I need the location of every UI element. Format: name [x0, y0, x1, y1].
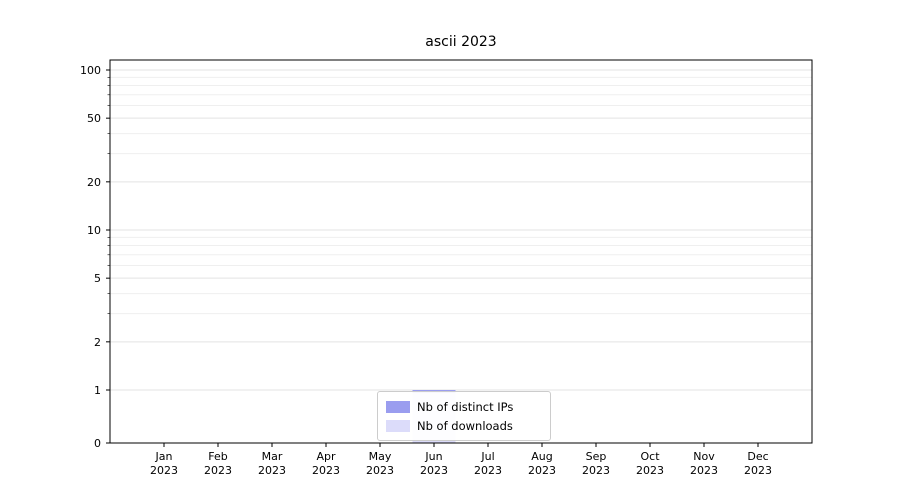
legend-swatch-downloads-icon — [386, 419, 410, 432]
svg-text:2023: 2023 — [258, 464, 286, 477]
svg-text:2023: 2023 — [690, 464, 718, 477]
chart-title: ascii 2023 — [425, 34, 497, 50]
legend: Nb of distinct IPs Nb of downloads — [377, 391, 551, 441]
svg-text:2023: 2023 — [312, 464, 340, 477]
legend-item-distinct-ips: Nb of distinct IPs — [386, 397, 542, 416]
svg-text:Jul: Jul — [480, 450, 494, 463]
svg-text:50: 50 — [87, 112, 101, 125]
svg-text:Oct: Oct — [640, 450, 660, 463]
svg-text:2023: 2023 — [582, 464, 610, 477]
legend-item-downloads: Nb of downloads — [386, 416, 542, 435]
svg-text:5: 5 — [94, 272, 101, 285]
svg-text:1: 1 — [94, 384, 101, 397]
svg-text:2023: 2023 — [744, 464, 772, 477]
svg-text:2023: 2023 — [366, 464, 394, 477]
svg-text:Feb: Feb — [208, 450, 227, 463]
svg-text:Nov: Nov — [693, 450, 715, 463]
svg-text:2023: 2023 — [204, 464, 232, 477]
svg-text:100: 100 — [80, 64, 101, 77]
svg-text:2023: 2023 — [528, 464, 556, 477]
svg-text:2: 2 — [94, 336, 101, 349]
svg-text:Apr: Apr — [316, 450, 336, 463]
svg-text:Sep: Sep — [586, 450, 607, 463]
svg-text:Jun: Jun — [424, 450, 442, 463]
legend-swatch-distinct-ips-icon — [386, 400, 410, 413]
svg-text:Mar: Mar — [262, 450, 283, 463]
svg-text:10: 10 — [87, 224, 101, 237]
svg-text:May: May — [369, 450, 392, 463]
svg-text:Dec: Dec — [747, 450, 768, 463]
svg-text:Jan: Jan — [155, 450, 173, 463]
svg-text:2023: 2023 — [636, 464, 664, 477]
svg-text:0: 0 — [94, 437, 101, 450]
svg-text:2023: 2023 — [150, 464, 178, 477]
svg-text:Aug: Aug — [531, 450, 552, 463]
svg-text:2023: 2023 — [474, 464, 502, 477]
legend-label-downloads: Nb of downloads — [417, 418, 513, 433]
legend-label-distinct-ips: Nb of distinct IPs — [417, 399, 514, 414]
svg-text:2023: 2023 — [420, 464, 448, 477]
svg-text:20: 20 — [87, 176, 101, 189]
